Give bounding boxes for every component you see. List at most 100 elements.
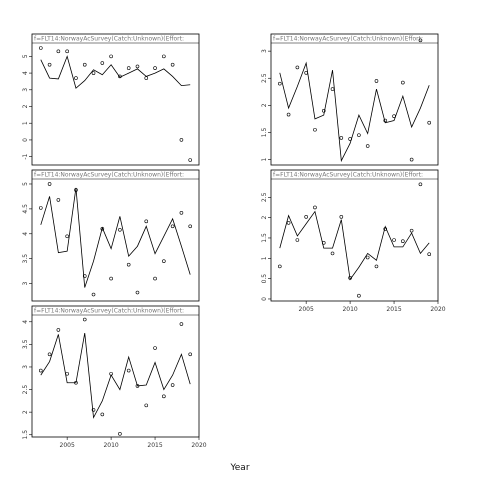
panel-5-point-9 — [109, 371, 113, 376]
panel-5-title: f=FLT14:NorwayAcSurvey(Catch:Unknown)(Ef… — [34, 308, 184, 315]
panel-2-point-17 — [418, 38, 423, 43]
panel-5-point-1 — [38, 368, 43, 373]
panel-3-point-14 — [153, 276, 157, 281]
panel-3-point-8 — [100, 227, 105, 231]
panel-2-point-9 — [348, 137, 352, 141]
panel-5-point-7 — [91, 408, 96, 412]
panel-2-ytick-label-5: 3 — [261, 49, 268, 53]
panel-5-xtick-label-4: 2020 — [191, 442, 206, 449]
panel-2: f=FLT14:NorwayAcSurvey(Catch:Unknown)(Ef… — [261, 33, 439, 166]
panel-5-point-15 — [162, 394, 166, 399]
panel-3-point-11 — [126, 262, 131, 267]
panel-1-title: f=FLT14:NorwayAcSurvey(Catch:Unknown)(Ef… — [34, 36, 184, 43]
panel-1-ytick-label-3: 1 — [22, 121, 29, 125]
panel-1-point-3 — [56, 49, 61, 54]
panel-4-fitted-line — [279, 210, 430, 281]
panel-1-point-7 — [91, 71, 96, 75]
panel-3-frame — [31, 169, 200, 302]
panel-5-fitted-line — [40, 333, 191, 419]
panel-3-ytick-label-1: 3 — [22, 281, 29, 285]
panel-4-frame — [270, 169, 439, 302]
panel-5-ytick-label-6: 4 — [22, 320, 29, 324]
panel-4-title: f=FLT14:NorwayAcSurvey(Catch:Unknown)(Ef… — [273, 172, 423, 179]
panel-5-xtick-label-2: 2010 — [103, 442, 118, 449]
panel-5-point-4 — [65, 371, 69, 376]
panel-1-ytick-label-5: 3 — [22, 88, 29, 92]
panel-4-point-3 — [295, 238, 300, 242]
panel-1-ytick-label-1: -1 — [22, 153, 29, 159]
panel-2-point-16 — [409, 157, 414, 162]
panel-4-ytick-label-2: 0.5 — [261, 274, 268, 284]
panel-4-point-2 — [286, 221, 291, 225]
panel-4-ytick-label-4: 1.5 — [261, 233, 268, 243]
panel-3: f=FLT14:NorwayAcSurvey(Catch:Unknown)(Ef… — [22, 169, 200, 302]
panel-5-header — [32, 306, 199, 315]
panel-4-header — [271, 170, 438, 179]
panel-3-point-9 — [109, 276, 113, 281]
panel-4-ytick-label-5: 2 — [261, 216, 268, 220]
panel-3-point-17 — [179, 211, 184, 215]
panel-1-frame — [31, 33, 200, 166]
panel-1-point-17 — [179, 138, 184, 142]
panel-2-point-3 — [295, 65, 300, 70]
panel-4-point-6 — [321, 241, 326, 245]
panel-3-point-18 — [188, 224, 193, 229]
panel-2-ytick-label-1: 1 — [261, 157, 268, 161]
panel-1-ytick-label-7: 5 — [22, 54, 29, 58]
panel-1-point-8 — [100, 61, 105, 65]
panel-4-ytick-label-3: 1 — [261, 256, 268, 260]
panel-2-point-6 — [321, 108, 326, 113]
panel-4-xtick-label-2: 2010 — [342, 306, 357, 313]
panel-2-point-7 — [330, 87, 335, 91]
panel-1-ytick-label-6: 4 — [22, 71, 29, 75]
panel-1-header — [32, 34, 199, 43]
panel-5-xtick-label-1: 2005 — [60, 442, 75, 449]
panel-5-point-18 — [188, 352, 193, 357]
panel-4-point-14 — [392, 238, 396, 242]
panel-4-point-8 — [339, 215, 344, 219]
panel-2-point-5 — [313, 127, 317, 132]
panel-4-point-4 — [304, 215, 308, 219]
panel-5: f=FLT14:NorwayAcSurvey(Catch:Unknown)(Ef… — [22, 305, 207, 449]
panel-4-point-15 — [401, 239, 405, 244]
panel-5-xtick-label-3: 2015 — [147, 442, 162, 449]
panel-1-point-12 — [135, 64, 140, 69]
panel-5-point-17 — [179, 322, 184, 326]
panel-2-point-12 — [374, 79, 379, 83]
panel-5-ytick-label-5: 3.5 — [22, 339, 29, 349]
panel-1-point-11 — [126, 66, 131, 70]
panel-4-point-16 — [409, 228, 414, 233]
panel-5-ytick-label-3: 2.5 — [22, 385, 29, 395]
panel-1: f=FLT14:NorwayAcSurvey(Catch:Unknown)(Ef… — [22, 33, 200, 166]
panel-5-ytick-label-1: 1.5 — [22, 430, 29, 440]
panel-1-point-6 — [82, 62, 87, 67]
panel-1-point-9 — [109, 54, 113, 59]
panel-5-point-6 — [82, 317, 87, 322]
panel-1-point-2 — [47, 62, 52, 67]
panel-2-point-8 — [339, 136, 344, 140]
panel-2-point-4 — [304, 71, 308, 75]
panel-5-point-11 — [126, 368, 131, 373]
panel-3-point-4 — [65, 234, 69, 239]
panel-2-title: f=FLT14:NorwayAcSurvey(Catch:Unknown)(Ef… — [273, 36, 423, 43]
panel-2-point-1 — [277, 81, 282, 86]
panel-1-point-4 — [65, 49, 69, 54]
panel-2-point-14 — [392, 114, 396, 118]
panel-2-point-15 — [401, 80, 405, 85]
panel-1-point-5 — [74, 76, 78, 80]
panel-5-point-12 — [135, 384, 140, 388]
panel-1-point-18 — [188, 158, 193, 162]
panel-2-point-11 — [365, 144, 370, 148]
panel-4-xtick-label-1: 2005 — [299, 306, 314, 313]
panel-3-ytick-label-3: 4 — [22, 232, 29, 236]
panel-4-xtick-label-3: 2015 — [386, 306, 401, 313]
panel-1-point-1 — [38, 46, 43, 50]
panel-4-xtick-label-4: 2020 — [430, 306, 445, 313]
panel-3-point-6 — [82, 274, 87, 278]
panel-3-title: f=FLT14:NorwayAcSurvey(Catch:Unknown)(Ef… — [34, 172, 184, 179]
panel-2-frame — [270, 33, 439, 166]
panel-4-point-7 — [330, 251, 335, 256]
panel-2-point-18 — [427, 120, 432, 125]
panel-3-ytick-label-5: 5 — [22, 182, 29, 186]
